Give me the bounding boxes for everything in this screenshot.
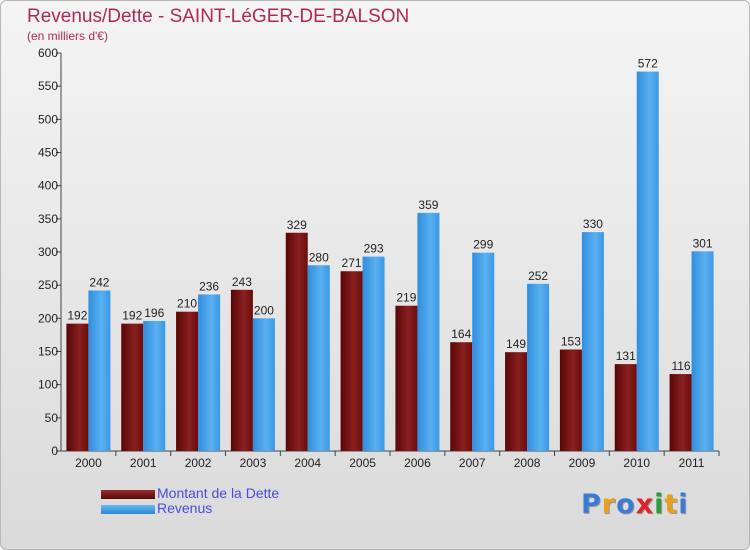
- x-tick-label: 2011: [679, 456, 705, 470]
- bar-dette-label: 271: [342, 256, 362, 270]
- bar-revenus-label: 359: [418, 198, 438, 212]
- bar-revenus-label: 280: [309, 250, 329, 264]
- bar-dette: [614, 364, 637, 451]
- bar-revenus-label: 299: [473, 238, 493, 252]
- y-axis: 0 50 100 150 200 250 300 350 400 450 500 550 600: [38, 46, 62, 458]
- bar-revenus: [691, 251, 714, 451]
- x-tick-label: 2002: [185, 456, 212, 470]
- y-tick-label: 250: [38, 278, 58, 292]
- y-tick-label: 450: [38, 146, 58, 160]
- bar-dette: [669, 374, 692, 451]
- bar-revenus-label: 200: [254, 303, 274, 317]
- logo-letter: r: [601, 489, 617, 520]
- x-axis: 2000 2001 2002 2003 2004 2005 2006 2007 2008 2009…: [61, 450, 720, 470]
- y-tick-label: 200: [38, 311, 58, 325]
- logo-letter: x: [635, 489, 655, 520]
- bar-dette-label: 153: [561, 335, 581, 349]
- bar-dette-label: 210: [177, 297, 197, 311]
- bar-dette: [121, 323, 144, 451]
- bar-revenus-label: 196: [144, 306, 164, 320]
- bar-revenus: [581, 232, 604, 451]
- y-tick-label: 550: [38, 79, 58, 93]
- y-tick-label: 50: [45, 411, 59, 425]
- bar-revenus: [636, 71, 659, 451]
- x-tick-label: 2007: [459, 456, 486, 470]
- bar-revenus-label: 330: [583, 217, 603, 231]
- x-tick-label: 2004: [294, 456, 321, 470]
- bar-revenus: [307, 265, 330, 451]
- bar-dette-label: 329: [287, 218, 307, 232]
- chart-subtitle: (en milliers d'€): [27, 29, 108, 43]
- bar-dette-label: 149: [506, 337, 526, 351]
- legend-swatch-revenus: [101, 505, 155, 514]
- proxiti-logo: Proxiti: [581, 489, 689, 520]
- bar-dette: [559, 349, 582, 451]
- bar-revenus: [88, 290, 111, 451]
- bar-dette-label: 192: [122, 309, 142, 323]
- logo-letter: t: [664, 489, 679, 520]
- y-tick-label: 350: [38, 212, 58, 226]
- bar-dette-label: 164: [451, 327, 471, 341]
- y-tick-label: 150: [38, 345, 58, 359]
- x-tick-label: 2010: [623, 456, 650, 470]
- bar-dette-label: 116: [671, 359, 690, 373]
- bar-revenus-label: 572: [638, 57, 658, 71]
- y-tick-label: 0: [51, 444, 58, 458]
- bar-dette-label: 243: [232, 275, 252, 289]
- bar-revenus: [198, 294, 221, 451]
- bar-revenus-label: 301: [693, 236, 713, 250]
- legend-label-revenus: Revenus: [157, 500, 213, 516]
- y-tick-label: 500: [38, 112, 58, 126]
- y-tick-label: 400: [38, 179, 58, 193]
- bar-revenus: [252, 318, 275, 451]
- bar-revenus: [472, 252, 495, 451]
- bar-revenus: [362, 256, 385, 451]
- y-tick-label: 300: [38, 245, 58, 259]
- x-tick-label: 2003: [240, 456, 267, 470]
- bar-dette: [66, 323, 89, 451]
- bar-revenus-label: 252: [528, 269, 548, 283]
- logo-letter: i: [678, 489, 689, 520]
- x-tick-label: 2008: [514, 456, 541, 470]
- bar-dette-label: 131: [616, 349, 636, 363]
- x-tick-label: 2009: [569, 456, 596, 470]
- logo-letter: i: [654, 489, 665, 520]
- x-tick-label: 2005: [349, 456, 376, 470]
- bar-dette: [395, 305, 418, 451]
- bar-revenus: [527, 283, 550, 451]
- bar-dette: [176, 311, 199, 451]
- bar-dette: [450, 342, 473, 451]
- bar-revenus-label: 236: [199, 279, 219, 293]
- bar-dette-label: 192: [67, 309, 87, 323]
- bar-dette-label: 219: [396, 291, 416, 305]
- y-tick-label: 600: [38, 46, 58, 60]
- bar-dette: [340, 271, 363, 451]
- x-tick-label: 2000: [75, 456, 102, 470]
- bar-dette: [505, 352, 528, 451]
- bar-revenus-label: 293: [364, 242, 384, 256]
- bar-revenus-label: 242: [89, 275, 109, 289]
- bar-revenus: [143, 320, 166, 451]
- bar-revenus: [417, 212, 440, 451]
- legend-label-dette: Montant de la Dette: [157, 485, 280, 501]
- logo-letter: o: [616, 489, 636, 520]
- x-tick-label: 2006: [404, 456, 431, 470]
- legend-swatch-dette: [101, 490, 155, 499]
- bars: [66, 71, 714, 451]
- bar-dette: [285, 232, 308, 451]
- chart-title: Revenus/Dette - SAINT-LéGER-DE-BALSON: [27, 6, 410, 27]
- x-tick-label: 2001: [130, 456, 157, 470]
- bar-dette: [230, 289, 253, 451]
- logo-letter: P: [581, 489, 602, 520]
- y-tick-label: 100: [38, 378, 58, 392]
